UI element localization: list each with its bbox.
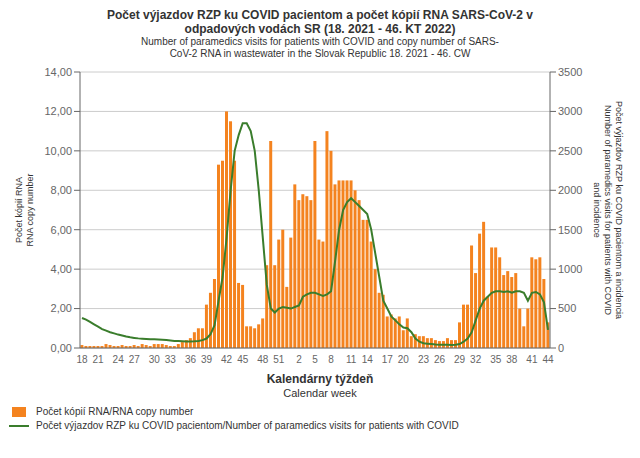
svg-text:2,00: 2,00 [51, 302, 72, 314]
svg-text:14,00: 14,00 [44, 66, 72, 78]
svg-text:1000: 1000 [558, 263, 582, 275]
svg-text:27: 27 [129, 354, 141, 365]
svg-text:2000: 2000 [558, 184, 582, 196]
svg-text:14: 14 [362, 354, 374, 365]
svg-text:26: 26 [434, 354, 446, 365]
svg-text:35: 35 [490, 354, 502, 365]
svg-text:42: 42 [221, 354, 233, 365]
svg-text:5: 5 [312, 354, 318, 365]
html-text:Počet kópií RNA/RNA copy numbe: Počet kópií RNA/RNA copy number [36, 406, 194, 417]
svg-text:1500: 1500 [558, 224, 582, 236]
svg-text:23: 23 [418, 354, 430, 365]
svg-text:RNA copy number: RNA copy number [25, 173, 35, 246]
svg-text:2: 2 [296, 354, 302, 365]
svg-text:41: 41 [526, 354, 538, 365]
svg-text:51: 51 [273, 354, 285, 365]
svg-text:500: 500 [558, 302, 576, 314]
svg-text:Number of paramedics visits fo: Number of paramedics visits for patients… [603, 105, 613, 316]
svg-text:Počet výjazdov RZP ku COVID pa: Počet výjazdov RZP ku COVID pacientom a … [614, 101, 624, 319]
svg-text:10,00: 10,00 [44, 145, 72, 157]
svg-text:and incidence: and incidence [592, 182, 602, 238]
html-text:odpadových vodách SR (18. 2021: odpadových vodách SR (18. 2021 - 46. KT … [184, 22, 456, 36]
svg-text:29: 29 [454, 354, 466, 365]
svg-text:24: 24 [113, 354, 125, 365]
svg-text:17: 17 [382, 354, 394, 365]
svg-text:30: 30 [149, 354, 161, 365]
svg-text:8: 8 [328, 354, 334, 365]
svg-text:21: 21 [93, 354, 105, 365]
svg-text:6,00: 6,00 [51, 224, 72, 236]
svg-text:11: 11 [346, 354, 357, 365]
svg-text:2500: 2500 [558, 145, 582, 157]
svg-text:20: 20 [398, 354, 410, 365]
svg-text:3000: 3000 [558, 105, 582, 117]
svg-text:36: 36 [185, 354, 197, 365]
svg-text:39: 39 [201, 354, 213, 365]
html-text:Calendar week: Calendar week [283, 387, 357, 399]
svg-text:4,00: 4,00 [51, 263, 72, 275]
html-text:Number of paramedics visits fo: Number of paramedics visits for patients… [141, 36, 499, 47]
svg-text:0,00: 0,00 [51, 342, 72, 354]
html-text:Počet výjazdov RZP ku COVID pa: Počet výjazdov RZP ku COVID pacientom a … [107, 8, 533, 22]
html-text:Kalendárny týždeň: Kalendárny týždeň [266, 372, 374, 386]
html-text:CoV-2 RNA in wastewater in the: CoV-2 RNA in wastewater in the Slovak Re… [169, 48, 471, 59]
svg-text:0: 0 [558, 342, 564, 354]
svg-text:44: 44 [542, 354, 554, 365]
svg-text:Počet kópií RNA: Počet kópií RNA [14, 177, 24, 243]
html-text:Počet výjazdov RZP ku COVID pa: Počet výjazdov RZP ku COVID pacientom/Nu… [36, 420, 459, 431]
svg-text:18: 18 [76, 354, 88, 365]
svg-text:8,00: 8,00 [51, 184, 72, 196]
svg-text:3500: 3500 [558, 66, 582, 78]
svg-text:38: 38 [506, 354, 518, 365]
svg-text:32: 32 [470, 354, 482, 365]
svg-text:33: 33 [165, 354, 177, 365]
svg-text:12,00: 12,00 [44, 105, 72, 117]
svg-text:48: 48 [257, 354, 269, 365]
svg-text:45: 45 [237, 354, 249, 365]
